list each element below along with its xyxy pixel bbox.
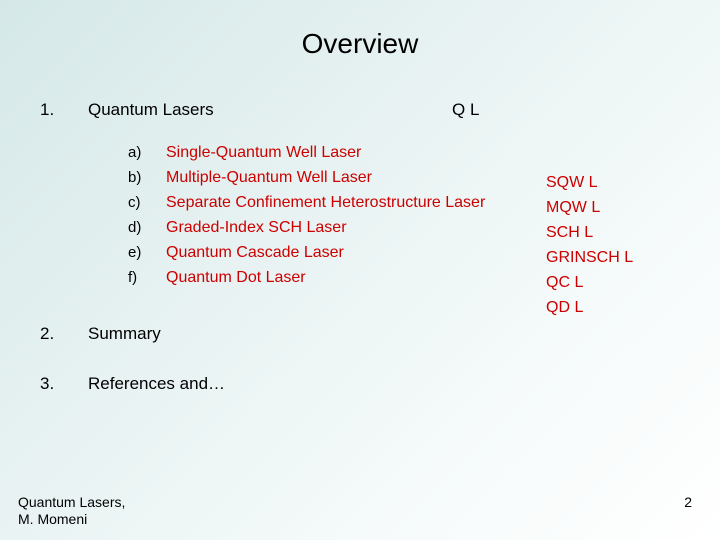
section-1-abbr: Q L: [452, 100, 479, 120]
subitem-text: Quantum Cascade Laser: [166, 240, 344, 265]
section-3-number: 3.: [40, 374, 88, 394]
list-item: a) Single-Quantum Well Laser: [128, 140, 680, 165]
section-1-row: 1. Quantum Lasers Q L: [40, 100, 680, 120]
subitem-text: Quantum Dot Laser: [166, 265, 306, 290]
subitem-abbr: MQW L: [546, 195, 633, 220]
subitem-abbr: QC L: [546, 270, 633, 295]
subitem-letter: d): [128, 215, 166, 240]
subitem-abbr: SQW L: [546, 170, 633, 195]
content-area: 1. Quantum Lasers Q L a) Single-Quantum …: [0, 60, 720, 394]
subitem-letter: b): [128, 165, 166, 190]
section-1-number: 1.: [40, 100, 88, 120]
footer: Quantum Lasers, M. Momeni: [18, 494, 125, 528]
section-3-row: 3. References and…: [40, 374, 680, 394]
subitem-text: Separate Confinement Heterostructure Las…: [166, 190, 485, 215]
page-title: Overview: [0, 0, 720, 60]
page-number: 2: [684, 494, 692, 510]
footer-line-2: M. Momeni: [18, 511, 125, 528]
footer-line-1: Quantum Lasers,: [18, 494, 125, 511]
section-3-label: References and…: [88, 374, 225, 394]
subitem-letter: e): [128, 240, 166, 265]
section-1-label: Quantum Lasers: [88, 100, 214, 120]
section-2-label: Summary: [88, 324, 161, 344]
subitem-abbr: SCH L: [546, 220, 633, 245]
subitem-text: Multiple-Quantum Well Laser: [166, 165, 372, 190]
subitem-text: Graded-Index SCH Laser: [166, 215, 347, 240]
section-2-number: 2.: [40, 324, 88, 344]
abbreviation-column: SQW L MQW L SCH L GRINSCH L QC L QD L: [546, 170, 633, 320]
subitem-abbr: GRINSCH L: [546, 245, 633, 270]
subitem-letter: c): [128, 190, 166, 215]
subitem-text: Single-Quantum Well Laser: [166, 140, 361, 165]
subitem-letter: a): [128, 140, 166, 165]
section-2-row: 2. Summary: [40, 324, 680, 344]
subitem-abbr: QD L: [546, 295, 633, 320]
subitem-letter: f): [128, 265, 166, 290]
